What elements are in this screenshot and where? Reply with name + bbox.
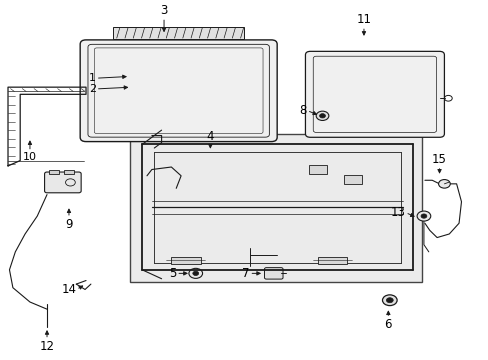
Text: 1: 1 xyxy=(89,73,96,83)
Circle shape xyxy=(438,180,449,188)
Circle shape xyxy=(188,268,202,278)
Text: 10: 10 xyxy=(23,152,37,162)
Circle shape xyxy=(316,111,328,121)
FancyBboxPatch shape xyxy=(264,267,283,279)
Text: 4: 4 xyxy=(206,130,214,143)
Text: 15: 15 xyxy=(431,153,446,166)
Bar xyxy=(113,27,244,39)
Bar xyxy=(130,134,422,282)
FancyBboxPatch shape xyxy=(80,40,277,141)
Bar xyxy=(64,170,74,174)
Circle shape xyxy=(319,114,325,118)
Text: 2: 2 xyxy=(88,84,96,94)
Bar xyxy=(344,175,361,184)
Circle shape xyxy=(386,298,392,303)
Bar xyxy=(171,257,200,264)
Circle shape xyxy=(416,211,430,221)
Circle shape xyxy=(192,271,198,275)
Text: 3: 3 xyxy=(160,4,167,17)
Text: 11: 11 xyxy=(356,13,371,26)
Text: 7: 7 xyxy=(242,267,249,280)
FancyBboxPatch shape xyxy=(44,172,81,193)
Text: 14: 14 xyxy=(61,283,76,296)
Text: 9: 9 xyxy=(65,218,73,231)
Text: 6: 6 xyxy=(384,318,391,331)
Circle shape xyxy=(382,295,396,306)
Circle shape xyxy=(420,214,426,218)
Bar xyxy=(49,170,59,174)
Text: 5: 5 xyxy=(168,267,176,280)
Bar xyxy=(308,165,326,174)
FancyBboxPatch shape xyxy=(305,51,444,137)
Text: 13: 13 xyxy=(390,206,405,219)
Text: 12: 12 xyxy=(40,339,54,352)
Bar xyxy=(317,257,346,264)
Text: 8: 8 xyxy=(299,104,306,117)
